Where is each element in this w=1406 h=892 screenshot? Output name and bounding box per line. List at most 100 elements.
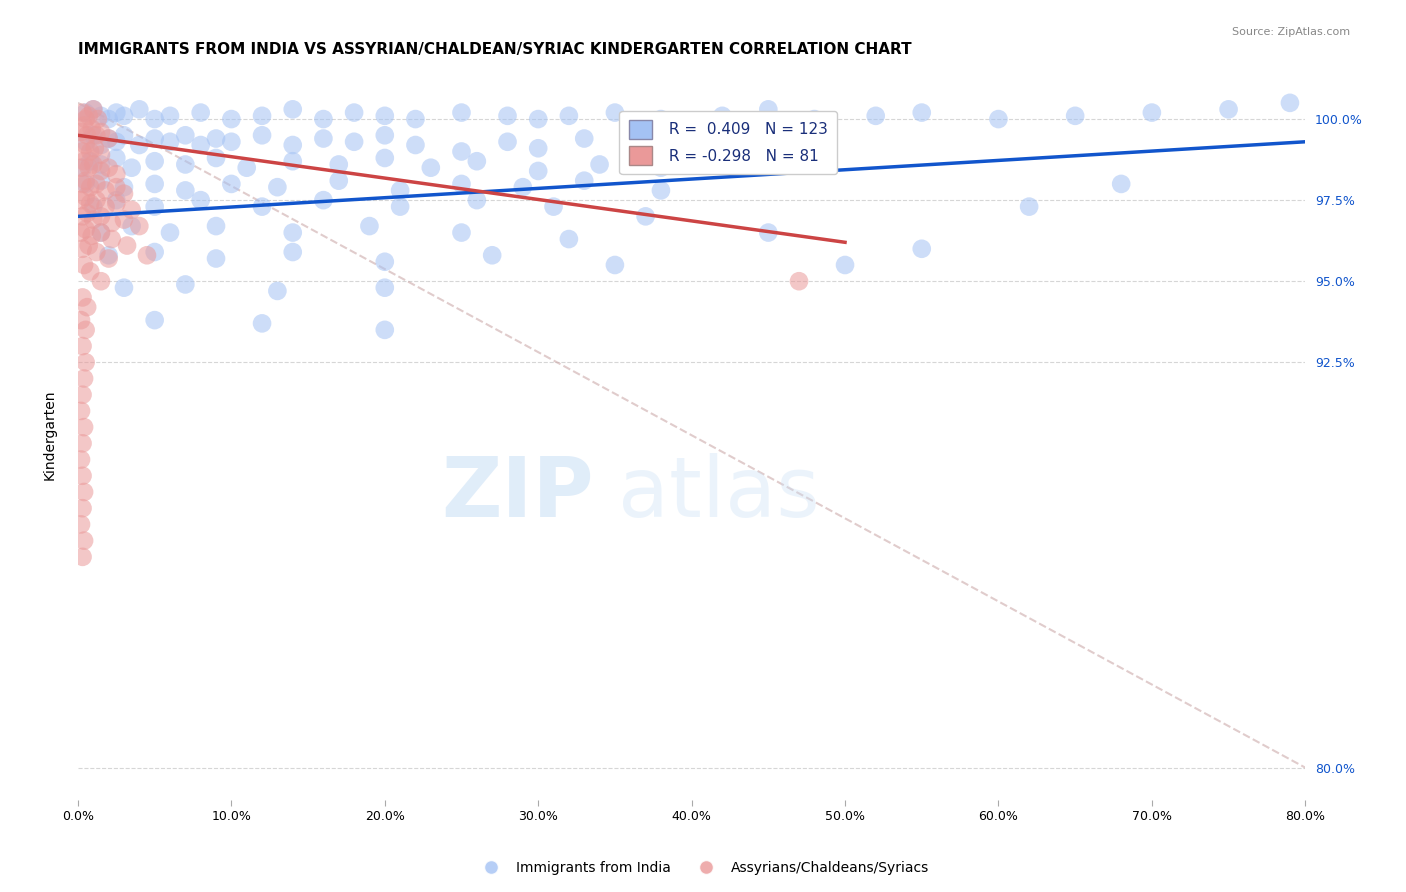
Point: [527, 112, 550, 126]
Point: [72, 242, 94, 256]
Text: atlas: atlas: [619, 453, 820, 534]
Point: [105, 151, 128, 165]
Point: [865, 109, 887, 123]
Point: [496, 109, 519, 123]
Point: [1278, 95, 1301, 110]
Point: [90, 174, 112, 188]
Point: [266, 180, 288, 194]
Point: [174, 157, 197, 171]
Point: [1109, 177, 1132, 191]
Point: [374, 151, 396, 165]
Point: [450, 145, 472, 159]
Point: [79, 145, 101, 159]
Point: [90, 147, 112, 161]
Point: [221, 177, 243, 191]
Point: [281, 245, 304, 260]
Point: [543, 200, 565, 214]
Point: [75, 135, 97, 149]
Point: [76, 128, 98, 143]
Point: [650, 161, 672, 175]
Point: [97, 252, 120, 266]
Point: [374, 281, 396, 295]
Point: [787, 274, 810, 288]
Point: [221, 135, 243, 149]
Point: [97, 161, 120, 175]
Point: [70, 125, 93, 139]
Point: [235, 161, 257, 175]
Point: [159, 135, 181, 149]
Point: [72, 105, 94, 120]
Point: [83, 141, 105, 155]
Point: [82, 103, 104, 117]
Point: [73, 533, 96, 548]
Point: [450, 226, 472, 240]
Point: [94, 200, 117, 214]
Point: [72, 501, 94, 516]
Point: [205, 252, 228, 266]
Point: [312, 112, 335, 126]
Point: [70, 404, 93, 418]
Point: [911, 105, 934, 120]
Point: [574, 174, 596, 188]
Point: [72, 468, 94, 483]
Point: [70, 452, 93, 467]
Point: [70, 193, 93, 207]
Point: [588, 157, 610, 171]
Point: [80, 121, 103, 136]
Point: [105, 196, 128, 211]
Point: [86, 128, 108, 143]
Point: [312, 193, 335, 207]
Point: [143, 177, 166, 191]
Point: [97, 112, 120, 126]
Point: [112, 180, 135, 194]
Point: [527, 164, 550, 178]
Point: [90, 274, 112, 288]
Point: [650, 112, 672, 126]
Point: [105, 167, 128, 181]
Point: [79, 180, 101, 194]
Point: [756, 226, 779, 240]
Point: [527, 141, 550, 155]
Point: [75, 105, 97, 120]
Point: [70, 161, 93, 175]
Point: [82, 212, 104, 227]
Point: [79, 196, 101, 211]
Point: [312, 131, 335, 145]
Point: [77, 238, 100, 252]
Point: [281, 138, 304, 153]
Point: [112, 281, 135, 295]
Point: [803, 112, 825, 126]
Point: [70, 313, 93, 327]
Text: IMMIGRANTS FROM INDIA VS ASSYRIAN/CHALDEAN/SYRIAC KINDERGARTEN CORRELATION CHART: IMMIGRANTS FROM INDIA VS ASSYRIAN/CHALDE…: [77, 42, 911, 57]
Point: [115, 238, 138, 252]
Point: [465, 154, 488, 169]
Point: [143, 313, 166, 327]
Point: [1064, 109, 1087, 123]
Point: [76, 300, 98, 314]
Point: [73, 154, 96, 169]
Point: [190, 105, 212, 120]
Point: [496, 135, 519, 149]
Point: [359, 219, 381, 233]
Point: [72, 290, 94, 304]
Point: [136, 248, 159, 262]
Point: [75, 177, 97, 191]
Point: [465, 193, 488, 207]
Point: [75, 174, 97, 188]
Point: [389, 200, 412, 214]
Point: [205, 151, 228, 165]
Point: [72, 210, 94, 224]
Point: [128, 138, 150, 153]
Point: [90, 125, 112, 139]
Point: [1018, 200, 1040, 214]
Point: [112, 128, 135, 143]
Point: [343, 105, 366, 120]
Point: [143, 112, 166, 126]
Point: [75, 112, 97, 126]
Point: [266, 284, 288, 298]
Point: [73, 420, 96, 434]
Point: [72, 436, 94, 450]
Point: [87, 112, 110, 126]
Point: [97, 131, 120, 145]
Point: [100, 216, 122, 230]
